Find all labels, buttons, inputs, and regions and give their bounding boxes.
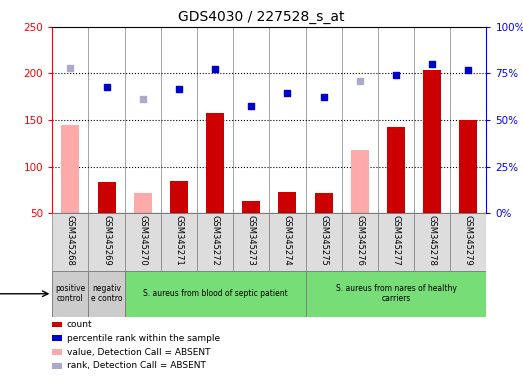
Point	[392, 72, 400, 78]
Bar	[387, 127, 405, 213]
Text: GSM345279: GSM345279	[464, 215, 473, 266]
Point	[247, 103, 255, 109]
Bar	[423, 70, 441, 213]
Bar	[161, 213, 197, 271]
Bar	[269, 213, 305, 271]
Text: GSM345270: GSM345270	[138, 215, 147, 266]
Bar	[52, 213, 88, 271]
Text: GDS4030 / 227528_s_at: GDS4030 / 227528_s_at	[178, 10, 345, 23]
Text: GSM345275: GSM345275	[319, 215, 328, 266]
Text: GSM345268: GSM345268	[66, 215, 75, 266]
Bar	[342, 213, 378, 271]
Text: percentile rank within the sample: percentile rank within the sample	[67, 334, 220, 343]
Text: value, Detection Call = ABSENT: value, Detection Call = ABSENT	[67, 348, 210, 357]
Point	[211, 66, 219, 72]
Text: positive
control: positive control	[55, 284, 86, 303]
Point	[356, 78, 364, 84]
Point	[320, 94, 328, 100]
Text: GSM345269: GSM345269	[102, 215, 111, 266]
Text: GSM345276: GSM345276	[355, 215, 365, 266]
Point	[428, 61, 436, 67]
Text: S. aureus from blood of septic patient: S. aureus from blood of septic patient	[143, 289, 288, 298]
Text: GSM345274: GSM345274	[283, 215, 292, 266]
Point	[103, 84, 111, 91]
Point	[464, 67, 472, 73]
Point	[139, 96, 147, 102]
Bar	[97, 182, 116, 213]
Bar	[351, 150, 369, 213]
Bar	[242, 201, 260, 213]
Point	[283, 90, 292, 96]
Text: GSM345278: GSM345278	[428, 215, 437, 266]
Text: negativ
e contro: negativ e contro	[91, 284, 122, 303]
Text: GSM345277: GSM345277	[391, 215, 401, 266]
Bar	[170, 180, 188, 213]
Bar	[305, 271, 486, 317]
Bar	[206, 113, 224, 213]
Bar	[88, 213, 124, 271]
Bar	[305, 213, 342, 271]
Bar	[378, 213, 414, 271]
Bar	[124, 213, 161, 271]
Bar	[197, 213, 233, 271]
Text: count: count	[67, 320, 93, 329]
Bar	[61, 125, 79, 213]
Bar	[314, 193, 333, 213]
Point	[66, 65, 75, 71]
Bar	[450, 213, 486, 271]
Bar	[52, 271, 88, 317]
Bar	[459, 120, 477, 213]
Text: GSM345272: GSM345272	[211, 215, 220, 266]
Bar	[233, 213, 269, 271]
Bar	[88, 271, 124, 317]
Text: S. aureus from nares of healthy
carriers: S. aureus from nares of healthy carriers	[336, 284, 457, 303]
Bar	[124, 271, 305, 317]
Text: GSM345273: GSM345273	[247, 215, 256, 266]
Text: rank, Detection Call = ABSENT: rank, Detection Call = ABSENT	[67, 361, 206, 371]
Bar	[134, 193, 152, 213]
Bar	[278, 192, 297, 213]
Text: GSM345271: GSM345271	[174, 215, 184, 266]
Point	[175, 86, 183, 92]
Bar	[414, 213, 450, 271]
